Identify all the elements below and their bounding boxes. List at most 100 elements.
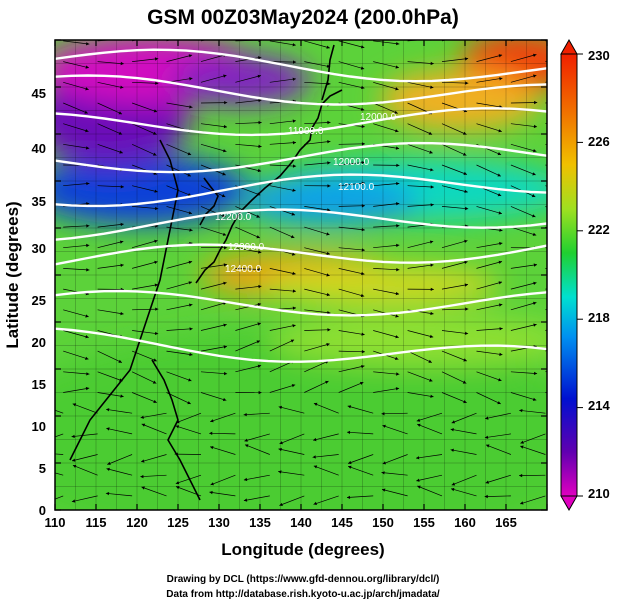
- streamline-arrow: [327, 161, 331, 165]
- streamline-arrow: [85, 356, 89, 360]
- streamline-arrow: [464, 260, 468, 264]
- streamline-arrow: [533, 301, 537, 305]
- streamline-arrow: [381, 471, 385, 475]
- credit-data: Data from http://database.rish.kyoto-u.a…: [166, 589, 440, 600]
- streamline-arrow: [463, 171, 467, 175]
- chart-title: GSM 00Z03May2024 (200.0hPa): [147, 6, 459, 29]
- streamline: [407, 123, 433, 135]
- streamline: [97, 61, 124, 65]
- streamline: [441, 206, 469, 210]
- credit-dcl: Drawing by DCL (https://www.gfd-dennou.o…: [167, 574, 440, 585]
- colorbar-tick-label: 218: [588, 310, 610, 325]
- streamline-arrow: [188, 260, 193, 264]
- streamline-arrow: [360, 45, 365, 49]
- streamline: [407, 392, 434, 398]
- streamline-arrow: [428, 359, 432, 363]
- streamline-arrow: [154, 57, 159, 61]
- streamline: [373, 244, 400, 249]
- streamline: [235, 122, 262, 125]
- streamline-arrow: [188, 54, 193, 58]
- streamline-arrow: [84, 110, 88, 114]
- streamline: [132, 185, 158, 193]
- streamline: [381, 472, 408, 476]
- streamline: [450, 488, 477, 497]
- streamline: [279, 433, 305, 445]
- y-tick-label: 30: [32, 241, 46, 256]
- y-axis-ticks: 0 5 10 15 20 25 30 35 40 45: [32, 86, 46, 518]
- streamline: [519, 495, 546, 505]
- streamline-arrow: [223, 281, 227, 285]
- streamline-arrow: [533, 323, 537, 327]
- streamline-arrow: [520, 445, 524, 449]
- streamline-arrow: [257, 302, 262, 307]
- streamline-arrow: [361, 142, 365, 146]
- streamline-arrow: [361, 271, 365, 276]
- contour-line: [55, 243, 547, 266]
- streamline: [441, 392, 467, 404]
- streamline-arrow: [223, 74, 227, 78]
- streamline-arrow: [533, 124, 537, 129]
- streamline-arrow: [152, 380, 157, 384]
- streamline-arrow: [118, 111, 122, 115]
- streamline-arrow: [498, 281, 502, 285]
- streamline-arrow: [382, 424, 386, 428]
- streamline: [346, 495, 374, 498]
- streamline-arrow: [519, 473, 523, 478]
- streamline-arrow: [327, 140, 331, 144]
- streamline: [269, 226, 295, 239]
- streamline: [304, 380, 329, 393]
- streamline: [235, 322, 261, 331]
- streamline: [338, 205, 366, 207]
- streamline: [97, 392, 124, 397]
- streamline-arrow: [188, 378, 192, 382]
- streamline: [338, 143, 366, 145]
- colorbar-tick-label: 214: [588, 398, 610, 413]
- streamline: [441, 185, 468, 193]
- streamline-arrow: [381, 412, 385, 416]
- streamline-arrow: [153, 171, 157, 175]
- streamline-arrow: [176, 486, 180, 490]
- streamline: [269, 120, 296, 125]
- streamline: [485, 444, 512, 455]
- streamline: [166, 371, 192, 382]
- streamline-arrow: [361, 228, 365, 232]
- streamline: [304, 268, 330, 277]
- streamline: [476, 164, 501, 177]
- streamline-arrow: [396, 202, 400, 206]
- streamline: [441, 350, 467, 362]
- streamline: [106, 468, 133, 476]
- streamline: [338, 247, 365, 251]
- streamline: [166, 350, 193, 356]
- streamline: [451, 474, 477, 486]
- streamline: [269, 384, 296, 393]
- streamline-arrow: [361, 181, 365, 185]
- streamline-arrow: [106, 427, 110, 431]
- y-tick-label: 20: [32, 335, 46, 350]
- streamline: [476, 328, 503, 331]
- streamline-arrow: [188, 281, 192, 285]
- streamline-arrow: [222, 232, 227, 236]
- streamline: [485, 412, 511, 420]
- streamline-arrow: [85, 335, 89, 339]
- streamline: [510, 164, 536, 176]
- streamline-arrow: [278, 447, 282, 452]
- streamline-arrow: [175, 425, 180, 429]
- streamline: [71, 495, 98, 503]
- streamline: [63, 40, 90, 45]
- x-tick-label: 115: [86, 515, 107, 530]
- streamline: [166, 143, 192, 156]
- streamline: [304, 329, 331, 331]
- contour-line: [55, 327, 547, 363]
- streamline-arrow: [359, 381, 364, 385]
- axis-tick-marks: [54, 39, 548, 511]
- streamline: [175, 486, 202, 497]
- streamline: [304, 288, 331, 296]
- streamline-arrow: [327, 120, 331, 125]
- streamline-arrow: [154, 331, 159, 335]
- streamline: [441, 81, 469, 84]
- streamline: [278, 406, 305, 414]
- streamline-arrow: [176, 420, 180, 424]
- streamline-arrow: [224, 101, 228, 105]
- streamline-arrow: [153, 109, 158, 113]
- streamline-arrow: [189, 33, 192, 36]
